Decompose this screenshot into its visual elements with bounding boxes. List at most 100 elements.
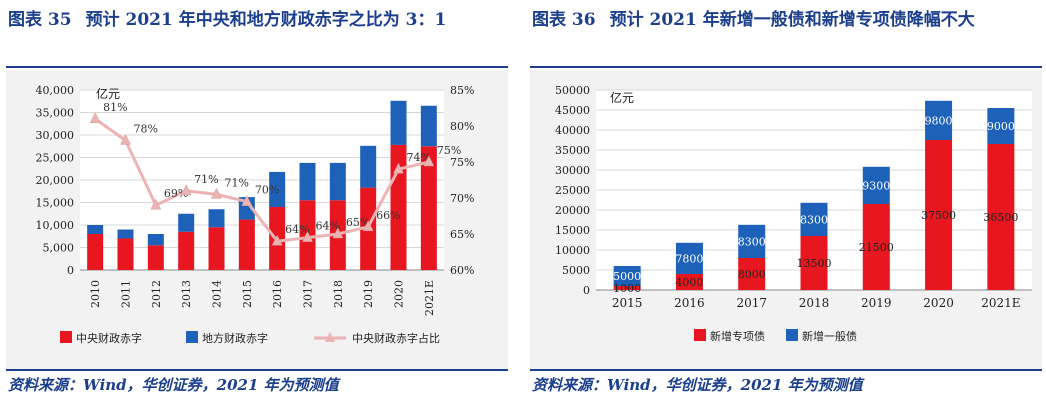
left-x-tick: 2015 [241,280,254,308]
left-bar-local [360,145,377,188]
right-source-rule [530,369,1042,371]
right-special-label: 13500 [797,257,832,270]
left-ratio-marker [89,112,101,124]
right-y-tick: 5000 [562,264,590,277]
left-ratio-label: 64% [316,220,340,233]
right-bar-special [862,204,890,290]
right-general-label: 5000 [613,270,641,283]
right-bar-general [738,224,766,258]
right-y-tick: 30000 [555,164,590,177]
left-ratio-marker [150,198,162,210]
right-general-label: 8300 [738,235,766,248]
right-legend-swatch-general [786,329,798,341]
left-bar-local [87,225,104,234]
left-legend-marker-ratio [325,332,335,342]
left-y2-tick: 65% [450,228,474,241]
right-x-tick: 2018 [799,296,830,310]
right-general-label: 7800 [675,252,703,265]
left-ratio-label: 64% [285,223,309,236]
left-ratio-label: 75% [437,144,461,157]
left-chart-number: 图表 35 [8,10,72,30]
left-unit-label: 亿元 [96,86,120,101]
left-ratio-line [94,117,430,243]
left-ratio-label: 78% [134,122,158,135]
left-ratio-marker [423,155,435,167]
right-x-tick: 2016 [674,296,705,310]
left-source-rule [6,369,508,371]
right-general-label: 8300 [800,213,828,226]
right-special-label: 4000 [675,276,703,289]
right-legend-label-special: 新增专项债 [710,329,765,343]
left-y2-tick: 70% [450,192,474,205]
left-ratio-marker [393,162,404,174]
left-chart: 0 5,000 10,000 15,000 20,000 25,000 30,000 35,0… [36,84,475,345]
left-bar-local [269,171,286,207]
left-ratio-marker [332,227,344,239]
right-bar-general [675,242,703,274]
right-y-tick: 0 [583,284,590,297]
left-bar-central [87,234,104,270]
right-special-label: 8000 [738,268,766,281]
left-ratio-marker [211,187,222,199]
right-y-tick: 45000 [555,104,590,117]
right-general-label: 9800 [925,114,953,127]
left-x-tick: 2011 [120,280,133,308]
right-general-label: 9000 [987,120,1015,133]
left-bar-local [147,234,164,246]
left-ratio-label: 74% [407,151,431,164]
right-special-label: 37500 [921,209,956,222]
left-bar-central [208,227,225,270]
left-bar-central [238,219,255,270]
left-x-tick: 2016 [271,280,284,308]
right-bar-special [800,236,828,290]
right-bar-general [987,108,1015,144]
left-y-tick: 5,000 [43,242,75,255]
left-ratio-marker [302,231,313,242]
left-ratio-label: 69% [164,187,188,200]
right-y-tick: 10000 [555,244,590,257]
left-ratio-label: 71% [194,173,218,186]
left-y-tick: 15,000 [36,197,75,210]
right-general-label: 9300 [862,179,890,192]
right-y-tick: 20000 [555,204,590,217]
left-bar-local [390,100,407,145]
left-chart-panel: 图表 35 预计 2021 年中央和地方财政赤字之比为 3：1 0 5,000 10,… [0,0,512,407]
left-bar-local [238,197,255,220]
right-y-tick: 40000 [555,124,590,137]
right-bar-special [613,286,641,290]
right-title-rule [530,66,1042,68]
left-bar-local [178,213,195,232]
right-bar-special [738,258,766,290]
left-bar-local [117,229,134,239]
right-chart-title: 图表 36 预计 2021 年新增一般债和新增专项债降幅不大 [532,6,1042,34]
left-x-tick: 2020 [393,280,406,308]
right-special-label: 21500 [859,241,894,254]
left-bar-central [117,238,134,270]
right-chart-heading: 预计 2021 年新增一般债和新增专项债降幅不大 [609,10,975,30]
left-legend-label-ratio: 中央财政赤字占比 [352,331,440,345]
right-source: 资料来源：Wind，华创证券，2021 年为预测值 [532,376,863,394]
left-ratio-marker [120,133,131,145]
left-bar-local [420,105,437,147]
left-legend-label-local: 地方财政赤字 [202,331,268,345]
left-x-tick: 2014 [211,280,224,308]
left-y-tick: 25,000 [36,152,75,165]
left-y2-tick: 75% [450,156,474,169]
left-ratio-label: 71% [225,176,249,189]
right-legend-label-general: 新增一般债 [802,329,857,343]
left-x-tick: 2019 [362,280,375,308]
left-ratio-marker [271,234,283,246]
right-bar-general [925,100,953,140]
left-bar-local [208,209,225,228]
left-y-tick: 20,000 [36,174,75,187]
left-bar-central [178,231,195,270]
left-y-tick: 10,000 [36,219,75,232]
left-x-tick: 2018 [332,280,345,308]
left-y2-tick: 85% [450,84,474,97]
right-chart-number: 图表 36 [532,10,596,30]
right-x-tick: 2020 [923,296,954,310]
right-bar-special [925,140,953,290]
left-title-rule [6,66,508,68]
left-ratio-marker [180,184,192,196]
left-y-tick: 40,000 [36,84,75,97]
